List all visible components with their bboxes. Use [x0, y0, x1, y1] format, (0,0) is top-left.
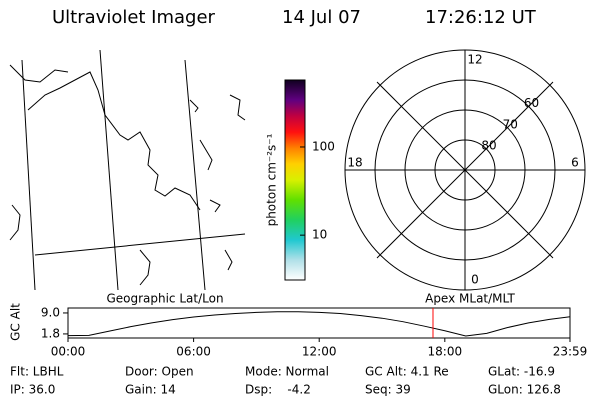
mlt-label: 18 [347, 156, 362, 170]
colorbar-ticks: 10 100 [300, 139, 335, 242]
info-text: GLon: 126.8 [488, 383, 561, 397]
mlt-label: 12 [467, 53, 482, 67]
info-text: GC Alt: 4.1 Re [365, 365, 449, 379]
info-text: Mode: Normal [245, 365, 329, 379]
info: Flt: LBHL IP: 36.0 Door: Open Gain: 14 Mode:… [10, 365, 561, 397]
mlt-label: 6 [571, 156, 579, 170]
y-tick-label: 1.8 [41, 326, 60, 340]
x-tick-label: 18:00 [428, 345, 463, 359]
y-tick-label: 9.0 [41, 305, 60, 319]
info-text: GLat: -16.9 [488, 365, 555, 379]
x-tick-label: 12:00 [302, 345, 337, 359]
lat-label: 80 [481, 138, 496, 152]
x-tick-label: 06:00 [176, 345, 211, 359]
mlt-label: 0 [471, 273, 479, 287]
colorbar [284, 79, 306, 281]
title: Ultraviolet Imager [52, 7, 216, 28]
altitude-line [67, 311, 571, 337]
date: 14 Jul 07 [282, 7, 361, 28]
x-tick-label: 00:00 [51, 345, 86, 359]
colorbar-tick-label: 100 [312, 139, 335, 153]
info-text: Dsp: -4.2 [245, 383, 311, 397]
info-text: Gain: 14 [125, 383, 176, 397]
lat-label: 70 [503, 117, 518, 131]
y-axis-label: GC Alt [9, 303, 23, 341]
info-text: IP: 36.0 [10, 383, 55, 397]
colorbar-label: photon cm⁻²s⁻¹ [265, 133, 279, 226]
right-title: Apex MLat/MLT [425, 292, 515, 306]
map [9, 49, 246, 291]
left-title: Geographic Lat/Lon [106, 292, 223, 306]
colorbar-tick-label: 10 [312, 228, 327, 242]
time: 17:26:12 UT [425, 7, 537, 28]
lat-label: 60 [524, 96, 539, 110]
x-tick-label: 23:59 [553, 345, 588, 359]
info-text: Flt: LBHL [10, 365, 64, 379]
info-text: Door: Open [125, 365, 194, 379]
altitude-plot: Geographic Lat/Lon Apex MLat/MLT GC Alt … [9, 292, 588, 359]
info-text: Seq: 39 [365, 383, 411, 397]
